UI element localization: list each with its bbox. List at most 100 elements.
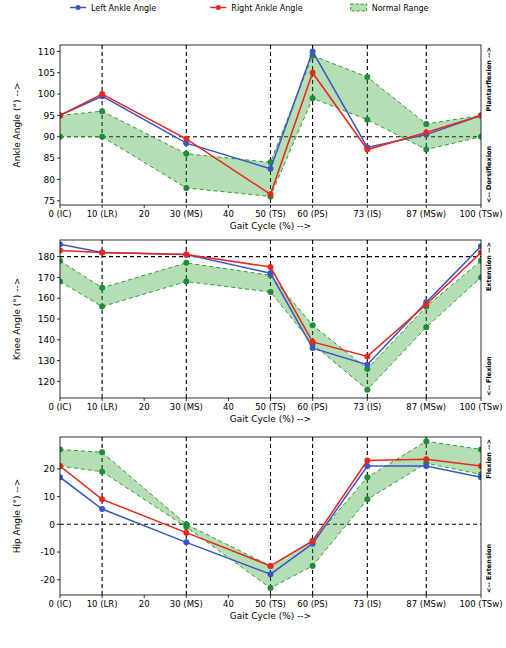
series-point [60,463,63,469]
y-tick-label: 170 [38,273,55,283]
y-tick [57,298,60,299]
x-tick-label: 60 (PS) [297,209,328,219]
x-tick [426,205,427,208]
annotation: Plantarflexion --> [485,47,493,112]
x-tick [481,398,482,401]
x-tick [60,205,61,208]
band-point [268,563,274,569]
y-tick [57,256,60,257]
band-point [478,112,481,118]
series-point [310,339,316,345]
series-point [268,563,274,569]
y-tick [57,319,60,320]
x-tick [312,205,313,208]
series-point [183,530,189,536]
x-tick-label: 73 (IS) [353,599,381,609]
x-tick-label: 87 (MSw) [406,402,446,412]
x-tick [144,595,145,598]
panel: -20-10010200 (IC)10 (LR)2030 (MS)4050 (T… [12,437,503,621]
x-tick [270,205,271,208]
y-tick-label: 80 [44,175,56,185]
x-tick-label: 50 (TS) [255,599,286,609]
series-point [310,538,316,544]
band-point [478,258,481,264]
y-tick [57,360,60,361]
band-point [268,289,274,295]
band-point [99,134,105,140]
y-tick-label: 90 [44,132,56,142]
y-tick [57,94,60,95]
x-tick-label: 60 (PS) [297,402,328,412]
band-point [268,585,274,591]
x-tick-label: 40 [223,209,234,219]
phase-line [270,240,271,398]
legend-marker [76,5,81,10]
frame [60,240,481,398]
y-tick-label: 85 [44,153,55,163]
band-point [310,538,316,544]
legend-label: Right Ankle Angle [231,4,302,13]
x-tick [144,205,145,208]
y-tick [57,115,60,116]
annotation: Extension --> [485,242,493,291]
y-tick-label: -20 [40,575,55,585]
band-point [478,134,481,140]
x-tick-label: 87 (MSw) [406,209,446,219]
x-tick-label: 87 (MSw) [406,599,446,609]
x-tick-label: 100 (TSw) [459,209,502,219]
annotation: <-- Extension [485,544,493,593]
y-tick [57,468,60,469]
x-tick [60,595,61,598]
y-tick-label: 105 [38,68,55,78]
band-lower [60,277,481,389]
band-point [183,524,189,530]
band-lower [60,98,481,196]
y-tick-label: 180 [38,252,55,262]
band-lower [60,463,481,588]
x-tick-label: 0 (IC) [48,209,71,219]
y-tick-label: 130 [38,356,55,366]
panel: 1201301401501601701800 (IC)10 (LR)2030 (… [12,240,503,424]
x-axis-label: Gait Cycle (%) --> [230,611,311,621]
band-point [423,121,429,127]
x-tick-label: 50 (TS) [255,209,286,219]
series-point [99,496,105,502]
x-tick [186,205,187,208]
x-tick [426,595,427,598]
x-tick [186,398,187,401]
band-upper [60,261,481,369]
series-point [268,166,274,172]
series-point [478,463,481,469]
panel: 75808590951001051100 (IC)10 (LR)2030 (MS… [12,45,503,231]
y-tick [57,277,60,278]
series-line [60,459,481,566]
frame [60,45,481,205]
series-point [183,136,189,142]
series-line [60,250,481,356]
series-point [478,112,481,118]
band-point [423,438,429,444]
series-point [99,506,105,512]
series-line [60,244,481,365]
series-point [60,112,63,118]
series-point [364,147,370,153]
x-tick [312,595,313,598]
figure: 75808590951001051100 (IC)10 (LR)2030 (MS… [0,0,506,648]
x-tick-label: 20 [139,209,150,219]
frame [60,437,481,595]
series-point [364,362,370,368]
band-point [60,258,63,264]
y-tick [57,524,60,525]
y-tick-label: 10 [44,492,56,502]
x-tick-label: 50 (TS) [255,402,286,412]
band-point [99,469,105,475]
legend-label: Normal Range [372,4,429,13]
x-tick [270,398,271,401]
y-tick [57,579,60,580]
y-tick [57,552,60,553]
band-point [310,95,316,101]
band-point [60,134,63,140]
y-tick-label: -10 [40,547,55,557]
series-point [478,112,481,118]
band-point [99,108,105,114]
